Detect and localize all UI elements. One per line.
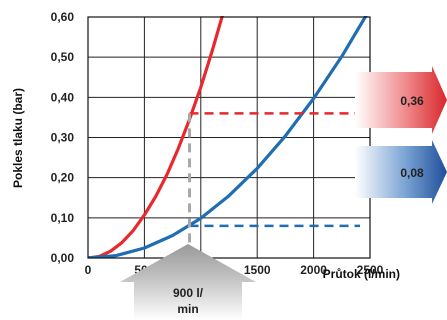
reference-lines <box>188 112 360 268</box>
plot-frame <box>87 16 371 259</box>
flow-label-line2: min <box>177 302 198 316</box>
red-value-label: 0,36 <box>400 94 424 108</box>
y-tick-label: 0,20 <box>51 171 75 185</box>
series-line-1 <box>88 16 224 258</box>
flow-label-line1: 900 l/ <box>173 286 204 300</box>
red-value-arrow <box>355 66 447 134</box>
grid <box>88 17 370 258</box>
blue-value-label: 0,08 <box>400 166 424 180</box>
blue-value-arrow <box>355 140 447 204</box>
x-axis-title: Průtok (l/min) <box>323 267 400 281</box>
y-axis-title: Pokles tlaku (bar) <box>11 88 25 188</box>
y-tick-label: 0,40 <box>51 90 75 104</box>
flow-arrow <box>120 244 256 320</box>
series-line-2 <box>88 16 368 258</box>
x-tick-label: 1500 <box>244 263 271 277</box>
x-tick-label: 2500 <box>357 263 384 277</box>
y-tick-label: 0,10 <box>51 211 75 225</box>
y-tick-label: 0,50 <box>51 50 75 64</box>
curves <box>88 16 368 258</box>
x-tick-label: 0 <box>85 263 92 277</box>
y-tick-label: 0,30 <box>51 131 75 145</box>
x-tick-label: 2000 <box>300 263 327 277</box>
axes: 050010001500200025000,000,100,200,300,40… <box>51 10 384 277</box>
y-tick-label: 0,00 <box>51 251 75 265</box>
y-tick-label: 0,60 <box>51 10 75 24</box>
